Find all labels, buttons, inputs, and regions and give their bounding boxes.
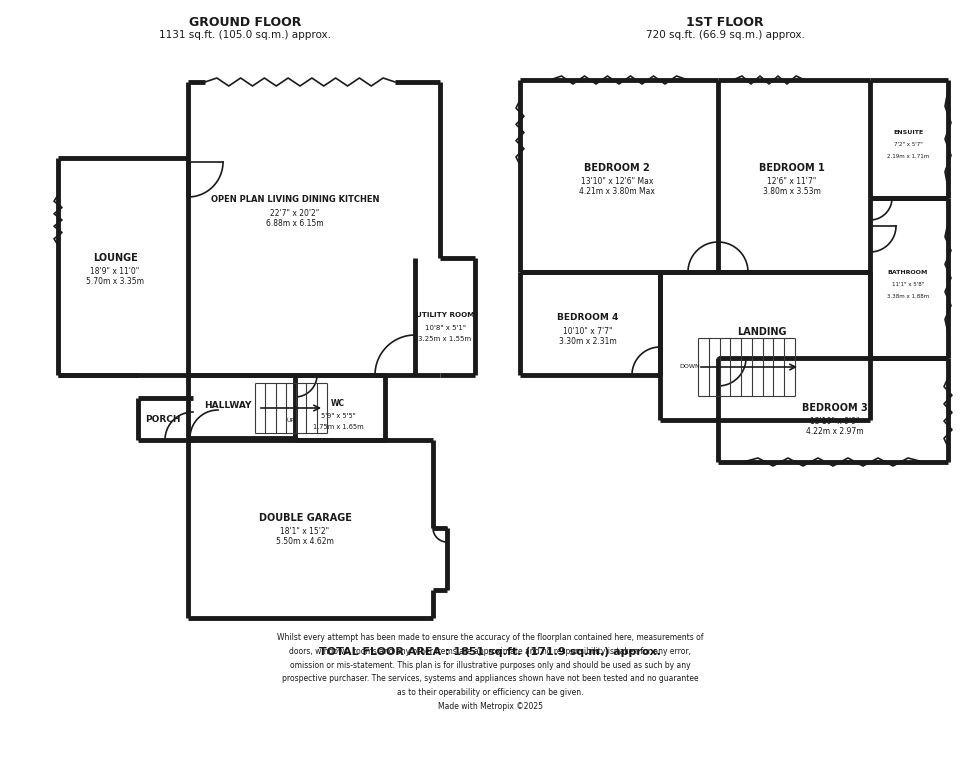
Text: 5'9" x 5'5": 5'9" x 5'5" [320,413,356,419]
Text: 18'1" x 15'2": 18'1" x 15'2" [280,527,329,535]
Text: 1ST FLOOR: 1ST FLOOR [686,15,763,29]
Text: 18'9" x 11'0": 18'9" x 11'0" [90,266,139,276]
Text: 5.70m x 3.35m: 5.70m x 3.35m [86,278,144,286]
Text: 22'7" x 20'2": 22'7" x 20'2" [270,208,319,217]
Text: 10'8" x 5'1": 10'8" x 5'1" [424,325,465,331]
Text: 7'2" x 5'7": 7'2" x 5'7" [894,142,922,148]
Text: UP: UP [287,419,295,423]
Text: Whilst every attempt has been made to ensure the accuracy of the floorplan conta: Whilst every attempt has been made to en… [276,633,704,712]
Text: BEDROOM 4: BEDROOM 4 [558,313,618,322]
Text: 3.30m x 2.31m: 3.30m x 2.31m [560,338,616,347]
Text: 11'1" x 5'8": 11'1" x 5'8" [892,282,924,288]
Text: 13'10" x 9'9": 13'10" x 9'9" [810,416,859,425]
Text: LANDING: LANDING [737,327,787,337]
Text: 3.80m x 3.53m: 3.80m x 3.53m [763,188,821,197]
Text: 13'10" x 12'6" Max: 13'10" x 12'6" Max [581,176,654,185]
Text: BATHROOM: BATHROOM [888,269,928,275]
Text: 4.22m x 2.97m: 4.22m x 2.97m [807,428,863,437]
Text: 3.25m x 1.55m: 3.25m x 1.55m [418,336,471,342]
Text: ENSUITE: ENSUITE [893,129,923,135]
Text: WC: WC [331,398,345,407]
Text: HALLWAY: HALLWAY [204,400,252,410]
Text: 6.88m x 6.15m: 6.88m x 6.15m [267,220,323,229]
Text: 1.75m x 1.65m: 1.75m x 1.65m [313,424,364,430]
Text: PORCH: PORCH [145,416,180,425]
Text: BEDROOM 2: BEDROOM 2 [584,163,650,173]
Text: UTILITY ROOM: UTILITY ROOM [416,312,474,318]
Text: BEDROOM 3: BEDROOM 3 [802,403,868,413]
Text: 1131 sq.ft. (105.0 sq.m.) approx.: 1131 sq.ft. (105.0 sq.m.) approx. [159,30,331,40]
Text: LOUNGE: LOUNGE [93,253,137,263]
Text: GROUND FLOOR: GROUND FLOOR [189,15,301,29]
Text: 4.21m x 3.80m Max: 4.21m x 3.80m Max [579,188,655,197]
Text: 2.19m x 1.71m: 2.19m x 1.71m [887,154,929,158]
Text: 10'10" x 7'7": 10'10" x 7'7" [564,326,612,335]
Text: TOTAL FLOOR AREA : 1851 sq.ft. (171.9 sq.m.) approx.: TOTAL FLOOR AREA : 1851 sq.ft. (171.9 sq… [319,647,661,657]
Text: DOUBLE GARAGE: DOUBLE GARAGE [259,513,352,523]
Text: 5.50m x 4.62m: 5.50m x 4.62m [276,537,334,547]
Text: 12'6" x 11'7": 12'6" x 11'7" [767,176,816,185]
Text: BEDROOM 1: BEDROOM 1 [760,163,825,173]
Text: DOWN: DOWN [679,365,701,369]
Text: 720 sq.ft. (66.9 sq.m.) approx.: 720 sq.ft. (66.9 sq.m.) approx. [646,30,805,40]
Text: OPEN PLAN LIVING DINING KITCHEN: OPEN PLAN LIVING DINING KITCHEN [211,195,379,204]
Text: 3.38m x 1.88m: 3.38m x 1.88m [887,294,929,298]
